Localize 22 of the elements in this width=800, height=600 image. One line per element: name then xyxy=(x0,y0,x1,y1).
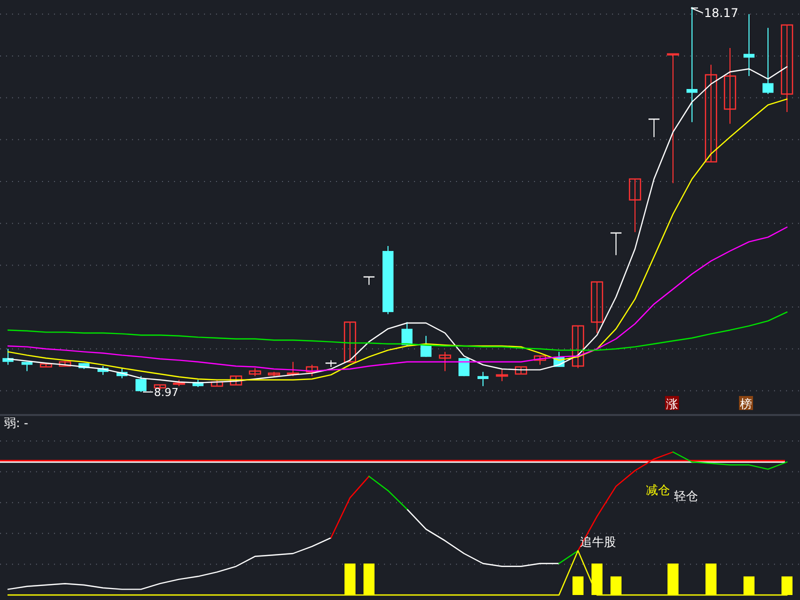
candlestick xyxy=(666,53,680,184)
candlestick xyxy=(286,361,300,377)
text: 涨 xyxy=(666,397,678,411)
candlestick xyxy=(704,64,718,162)
candlestick xyxy=(438,351,452,372)
candlestick xyxy=(610,232,622,256)
candlestick xyxy=(572,325,584,369)
annotation: 18.17 xyxy=(704,6,738,20)
candlestick xyxy=(344,322,356,362)
candlestick xyxy=(780,24,794,113)
candlestick xyxy=(590,281,604,334)
candlestick xyxy=(724,48,736,124)
text: 榜 xyxy=(740,397,752,411)
text: 弱: - xyxy=(4,416,28,430)
annotation: 轻仓 xyxy=(674,489,698,503)
candlestick xyxy=(306,364,318,377)
candlestick xyxy=(648,118,660,138)
annotation: 8.97 xyxy=(154,386,178,399)
candlestick xyxy=(362,276,376,286)
candlestick xyxy=(496,368,508,382)
annotation: 减仓 xyxy=(646,483,670,497)
candlestick xyxy=(628,178,642,233)
